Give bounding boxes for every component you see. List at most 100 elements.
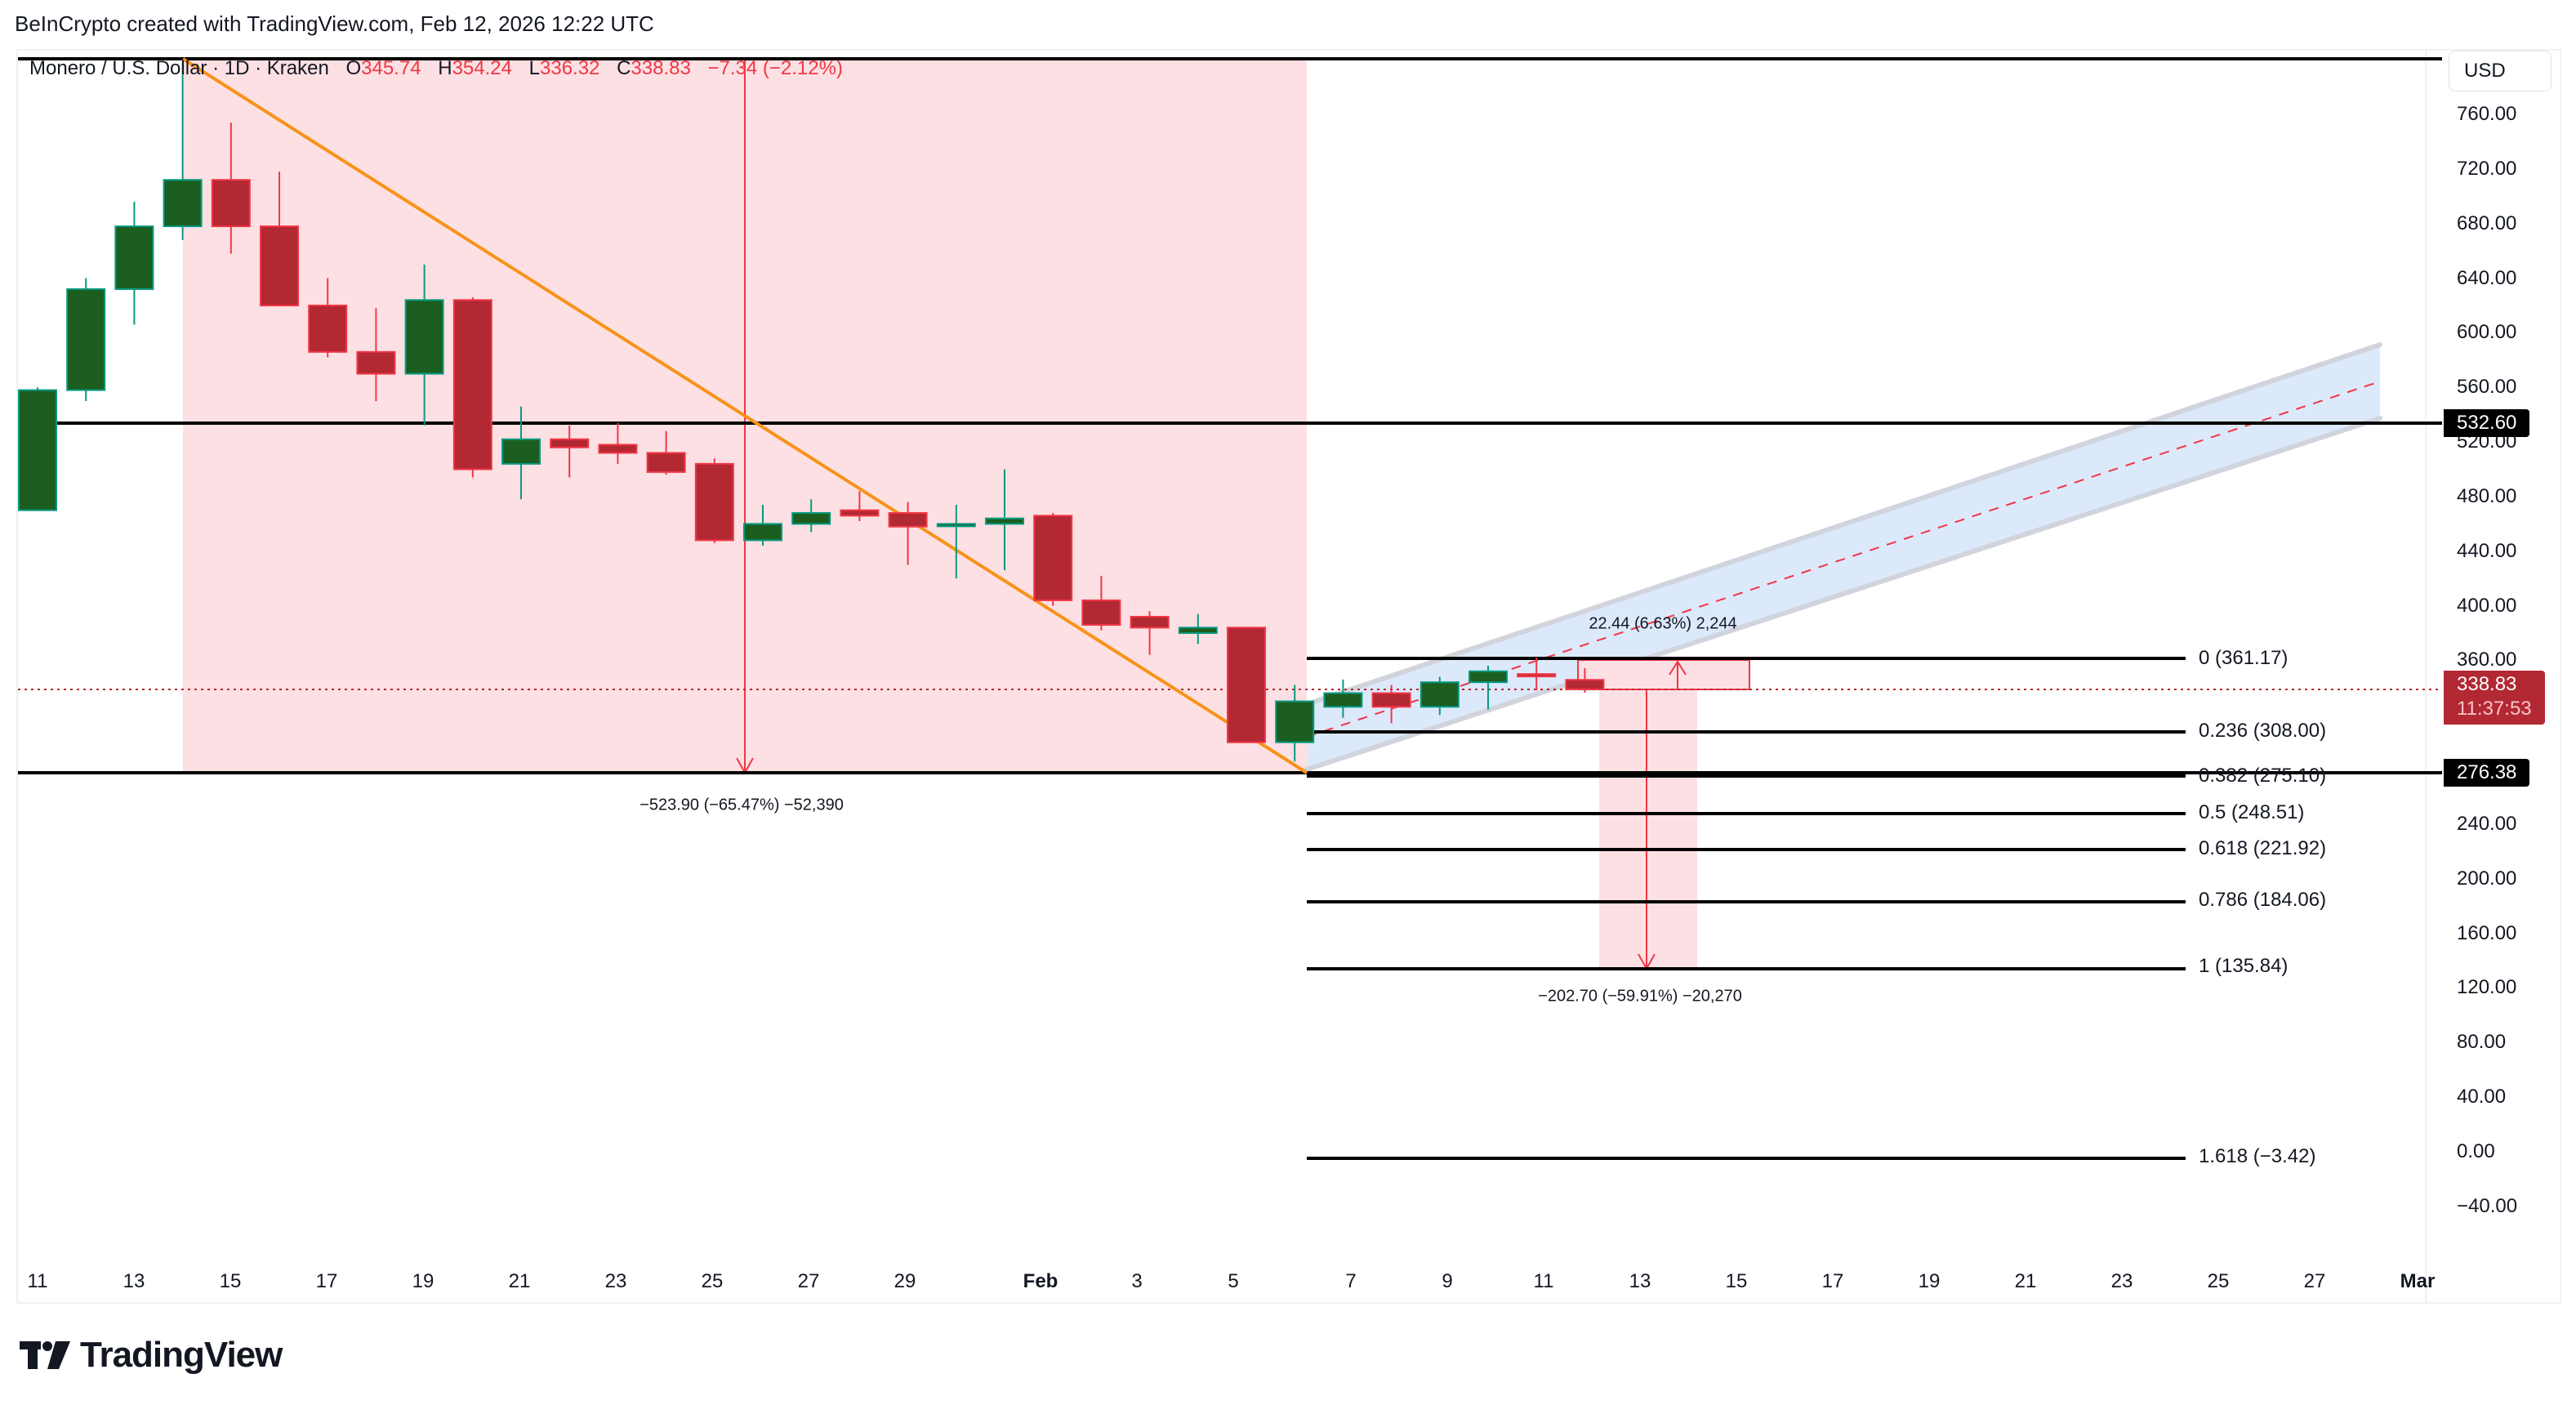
time-tick: Feb [1023, 1270, 1058, 1292]
time-tick: 9 [1442, 1270, 1453, 1292]
projection-measure-label: −202.70 (−59.91%) −20,270 [1538, 987, 1742, 1006]
watermark: BeInCrypto created with TradingView.com,… [15, 11, 654, 36]
ascending-channel [1307, 345, 2380, 769]
candle[interactable] [18, 389, 57, 511]
fib-level-label: 1 (135.84) [2199, 955, 2289, 977]
time-tick: 19 [1918, 1270, 1941, 1292]
symbol-legend: Monero / U.S. Dollar · 1D · Kraken O345.… [29, 57, 843, 79]
candle[interactable] [1565, 679, 1605, 690]
candle[interactable] [163, 179, 203, 228]
price-tick: 40.00 [2457, 1086, 2507, 1108]
support-price-tag: 276.38 [2444, 759, 2530, 787]
time-tick: 27 [2303, 1270, 2326, 1292]
price-tick: 80.00 [2457, 1031, 2507, 1054]
drop-measure-label: −523.90 (−65.47%) −52,390 [640, 796, 844, 814]
time-tick: 21 [2014, 1270, 2037, 1292]
candle[interactable] [66, 288, 106, 391]
candle[interactable] [888, 511, 928, 528]
time-tick: 25 [2207, 1270, 2230, 1292]
candle[interactable] [211, 179, 251, 228]
candle[interactable] [1419, 681, 1460, 708]
time-tick: 23 [604, 1270, 627, 1292]
price-tick: 720.00 [2457, 157, 2517, 180]
fib-level-label: 0.236 (308.00) [2199, 720, 2327, 743]
price-tick: 440.00 [2457, 539, 2517, 562]
candle[interactable] [1275, 700, 1315, 743]
tradingview-logo-text: TradingView [80, 1335, 283, 1375]
currency-button[interactable]: USD [2449, 51, 2551, 91]
price-tick: 120.00 [2457, 976, 2517, 999]
last-price-tag: 338.83 11:37:53 [2444, 671, 2545, 725]
time-tick: 15 [1725, 1270, 1748, 1292]
time-tick: 25 [701, 1270, 724, 1292]
price-tick: −40.00 [2457, 1194, 2518, 1217]
fib-level-label: 0.786 (184.06) [2199, 889, 2327, 912]
descending-trendline [181, 57, 1308, 774]
candle[interactable] [1033, 515, 1073, 601]
last-price-value: 338.83 [2457, 673, 2517, 695]
bar-countdown: 11:37:53 [2457, 698, 2532, 720]
candle[interactable] [936, 523, 976, 528]
time-tick: 15 [219, 1270, 242, 1292]
low-value: 336.32 [540, 57, 600, 79]
candle[interactable] [743, 523, 782, 542]
candle[interactable] [356, 350, 396, 375]
candle[interactable] [598, 444, 638, 454]
tradingview-logo[interactable]: TradingView [20, 1335, 283, 1376]
price-tick: 160.00 [2457, 921, 2517, 944]
fib-level-label: 1.618 (−3.42) [2199, 1144, 2316, 1167]
price-tick: 360.00 [2457, 649, 2517, 671]
price-tick: 480.00 [2457, 484, 2517, 507]
fib-level-label: 0 (361.17) [2199, 647, 2289, 670]
time-tick: Mar [2400, 1270, 2436, 1292]
time-tick: 5 [1228, 1270, 1239, 1292]
candle[interactable] [1227, 627, 1266, 743]
candle[interactable] [1371, 692, 1411, 708]
candle[interactable] [1517, 673, 1557, 678]
close-value: 338.83 [631, 57, 691, 79]
candle[interactable] [1130, 615, 1170, 629]
time-tick: 19 [412, 1270, 435, 1292]
price-tick: 760.00 [2457, 103, 2517, 126]
time-tick: 13 [1629, 1270, 1651, 1292]
price-tick: 640.00 [2457, 266, 2517, 289]
candle[interactable] [452, 299, 492, 471]
time-tick: 11 [27, 1270, 48, 1292]
candle[interactable] [791, 511, 831, 525]
time-tick: 27 [797, 1270, 820, 1292]
open-value: 345.74 [361, 57, 421, 79]
candle[interactable] [501, 438, 541, 465]
candle[interactable] [114, 225, 154, 290]
time-tick: 29 [894, 1270, 916, 1292]
candle[interactable] [308, 304, 348, 353]
rise-measure-label: 22.44 (6.63%) 2,244 [1589, 614, 1737, 633]
candle[interactable] [1323, 692, 1363, 708]
candle[interactable] [646, 452, 686, 473]
channel-midline [1306, 381, 2381, 738]
price-tick: 240.00 [2457, 812, 2517, 835]
candle[interactable] [260, 225, 299, 306]
candles [18, 62, 1605, 762]
price-tick: 600.00 [2457, 321, 2517, 344]
candle[interactable] [1468, 670, 1508, 684]
candle[interactable] [985, 517, 1024, 525]
candle[interactable] [550, 438, 590, 448]
fib-level-label: 0.618 (221.92) [2199, 837, 2327, 860]
time-tick: 21 [508, 1270, 531, 1292]
time-tick: 3 [1131, 1270, 1143, 1292]
symbol-name: Monero / U.S. Dollar · 1D · Kraken [29, 57, 329, 79]
candle[interactable] [1081, 599, 1121, 626]
resistance-price-tag: 532.60 [2444, 409, 2530, 437]
candle[interactable] [404, 299, 444, 375]
change-value: −7.34 (−2.12%) [707, 57, 843, 79]
price-tick: 200.00 [2457, 867, 2517, 890]
rise-measure-box [1577, 659, 1750, 690]
chart-frame[interactable] [16, 49, 2561, 1304]
candle[interactable] [840, 509, 880, 517]
time-tick: 23 [2110, 1270, 2133, 1292]
candle[interactable] [1178, 627, 1218, 635]
price-tick: 560.00 [2457, 376, 2517, 399]
time-tick: 13 [123, 1270, 145, 1292]
candle[interactable] [694, 462, 734, 542]
